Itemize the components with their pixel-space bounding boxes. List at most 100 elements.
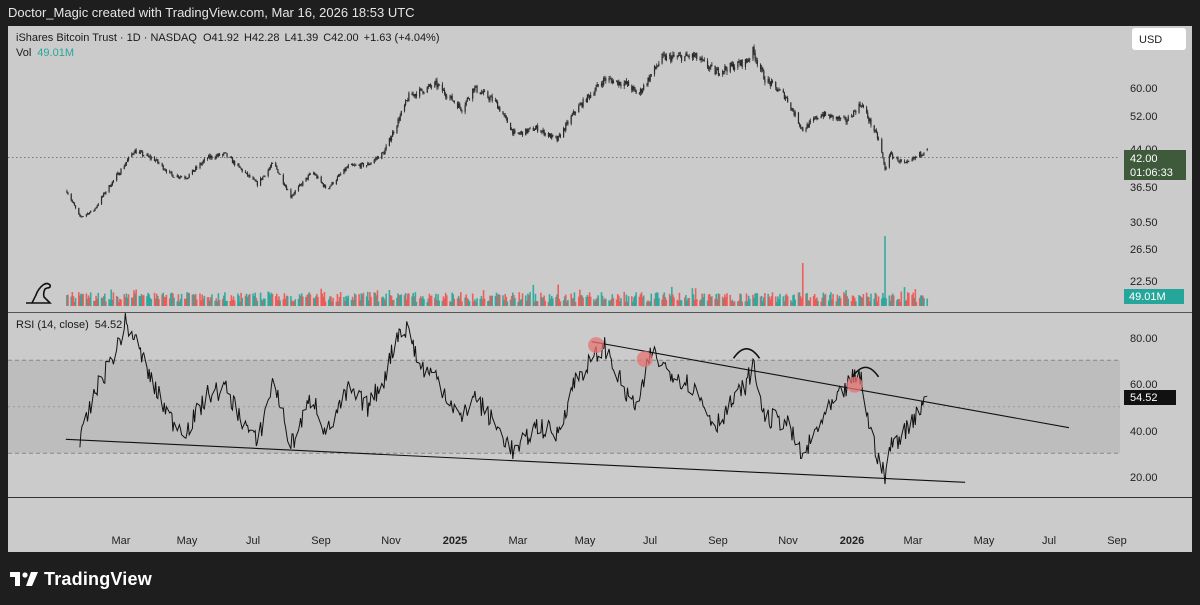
high-key: H (244, 32, 252, 44)
candle-body (353, 165, 355, 166)
volume-bar (806, 292, 808, 306)
candle-body (120, 168, 122, 174)
volume-bar (627, 296, 630, 306)
volume-bar (771, 292, 774, 306)
candle-body (580, 103, 582, 105)
volume-bar (102, 296, 105, 306)
high-value: 42.28 (252, 32, 280, 44)
volume-bar (240, 292, 242, 306)
candle-body (337, 175, 340, 177)
volume-bar (186, 292, 188, 306)
candle-body (787, 97, 789, 103)
chart-area[interactable]: iShares Bitcoin Trust · 1D · NASDAQ O41.9… (8, 26, 1192, 552)
candle-body (400, 111, 402, 116)
volume-bar (327, 299, 330, 306)
candle-body (846, 120, 848, 123)
candle-body (173, 177, 175, 178)
volume-bar (343, 296, 345, 306)
candle-body (653, 66, 656, 75)
candle-body (722, 71, 724, 75)
candle-body (110, 185, 112, 187)
volume-bar (468, 301, 471, 306)
volume-bar (229, 301, 232, 306)
volume-bar (252, 293, 254, 306)
candle-body (355, 164, 357, 166)
volume-bar (711, 296, 713, 306)
candle-body (392, 131, 394, 137)
candle-body (171, 172, 173, 175)
candle-body (112, 180, 115, 182)
candle-body (844, 117, 846, 119)
volume-bar (737, 301, 739, 306)
candle-body (261, 178, 263, 180)
candle-body (191, 169, 194, 175)
volume-bar (195, 299, 198, 306)
candle-body (648, 77, 650, 81)
volume-bar (913, 297, 916, 306)
candle-body (748, 59, 750, 62)
candle-body (611, 80, 613, 84)
volume-bar (679, 300, 682, 306)
volume-bar (127, 294, 130, 306)
candle-body (498, 107, 500, 109)
candle-body (817, 118, 819, 119)
candle-body (903, 161, 906, 163)
volume-bar (413, 296, 416, 306)
volume-bar (548, 294, 551, 306)
candle-body (730, 62, 732, 66)
volume-bar (876, 301, 879, 306)
volume-bar (618, 295, 620, 306)
volume-bar (475, 301, 477, 306)
volume-bar (309, 294, 312, 306)
volume-bar (860, 296, 863, 306)
candle-body (855, 110, 857, 113)
volume-bar (276, 293, 278, 306)
candle-body (178, 177, 181, 179)
volume-bar (271, 293, 274, 306)
volume-bar (139, 296, 142, 306)
volume-bar (851, 295, 854, 306)
volume-bar (385, 293, 387, 306)
candle-body (279, 174, 281, 175)
volume-bar (533, 301, 536, 306)
candle-body (185, 177, 187, 179)
candle-body (532, 127, 534, 131)
volume-bar (111, 299, 114, 306)
volume-bar (226, 300, 228, 306)
volume-bar (829, 294, 831, 306)
candle-body (413, 94, 415, 97)
volume-bar (837, 298, 840, 306)
volume-bar (612, 297, 615, 306)
volume-bar (79, 295, 81, 306)
candle-body (847, 116, 849, 121)
volume-bar (869, 301, 871, 306)
candle-body (896, 157, 898, 159)
candle-body (81, 216, 83, 218)
volume-bar (261, 300, 264, 306)
volume-bar (716, 299, 719, 306)
chart-svg[interactable]: iShares Bitcoin Trust · 1D · NASDAQ O41.9… (8, 26, 1192, 552)
candle-body (624, 81, 626, 84)
candle-body (850, 116, 853, 118)
currency-button[interactable] (1132, 28, 1186, 50)
candle-body (726, 69, 728, 72)
volume-bar (625, 294, 628, 306)
time-tick-label: Sep (708, 535, 728, 547)
volume-bar (918, 297, 921, 306)
volume-bar (912, 292, 914, 306)
candle-body (881, 139, 883, 153)
volume-bar (570, 293, 572, 306)
volume-bar (442, 296, 445, 306)
candle-body (490, 96, 492, 98)
currency-button-label[interactable]: USD (1139, 34, 1162, 46)
candle-body (100, 196, 103, 205)
volume-bar (505, 296, 508, 306)
volume-bar (707, 294, 710, 306)
volume-bar (853, 297, 856, 306)
candle-body (397, 119, 399, 126)
candle-body (744, 59, 747, 67)
candle-body (170, 171, 172, 173)
candle-body (893, 157, 895, 159)
candle-body (331, 182, 333, 186)
volume-bar (695, 299, 698, 306)
